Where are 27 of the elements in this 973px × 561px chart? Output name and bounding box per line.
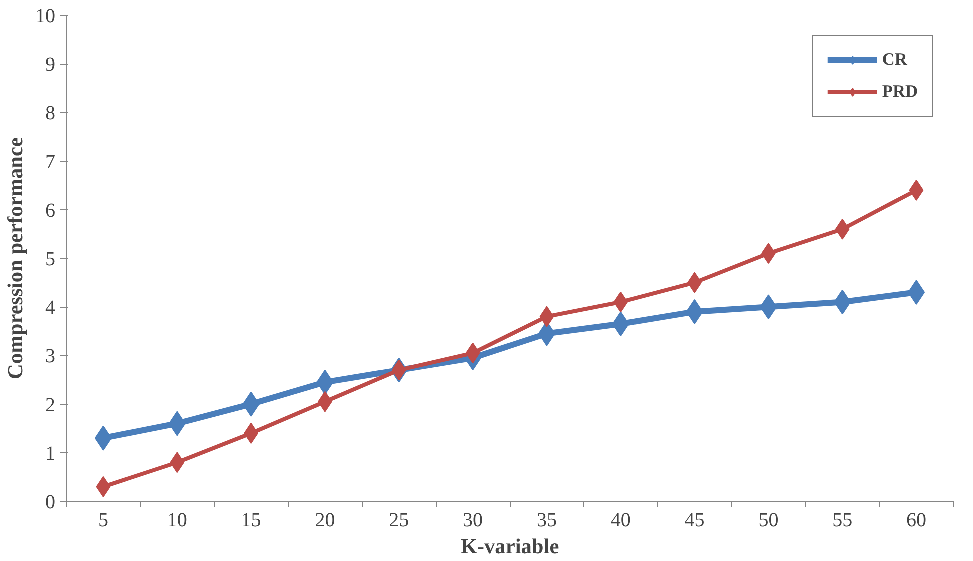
y-tick-label: 8 (46, 102, 56, 125)
y-tick-label: 3 (46, 346, 56, 368)
x-tick-label: 45 (684, 510, 705, 532)
legend-label: CR (882, 50, 908, 70)
y-tick-label: 9 (46, 54, 56, 76)
x-tick-label: 60 (906, 510, 927, 532)
y-tick-label: 2 (46, 394, 56, 416)
x-tick-label: 20 (315, 510, 336, 532)
x-tick-label: 50 (758, 510, 779, 532)
x-tick-label: 35 (536, 510, 557, 532)
y-tick-label: 4 (46, 297, 56, 320)
y-tick-label: 6 (46, 200, 56, 222)
x-tick-label: 15 (241, 510, 262, 532)
x-tick-label: 30 (463, 510, 484, 532)
x-tick-label: 5 (98, 510, 108, 532)
y-tick-label: 0 (46, 492, 56, 514)
x-axis-title: K-variable (460, 534, 560, 558)
x-tick-label: 25 (389, 510, 410, 532)
x-tick-label: 40 (610, 510, 631, 532)
y-axis-title: Compression performance (4, 138, 28, 380)
x-tick-label: 10 (167, 510, 188, 532)
y-tick-label: 7 (46, 151, 56, 174)
y-tick-label: 1 (46, 442, 56, 465)
y-tick-label: 5 (46, 248, 56, 270)
y-tick-label: 10 (36, 6, 56, 28)
x-tick-label: 55 (832, 510, 853, 532)
legend-label: PRD (882, 82, 918, 102)
